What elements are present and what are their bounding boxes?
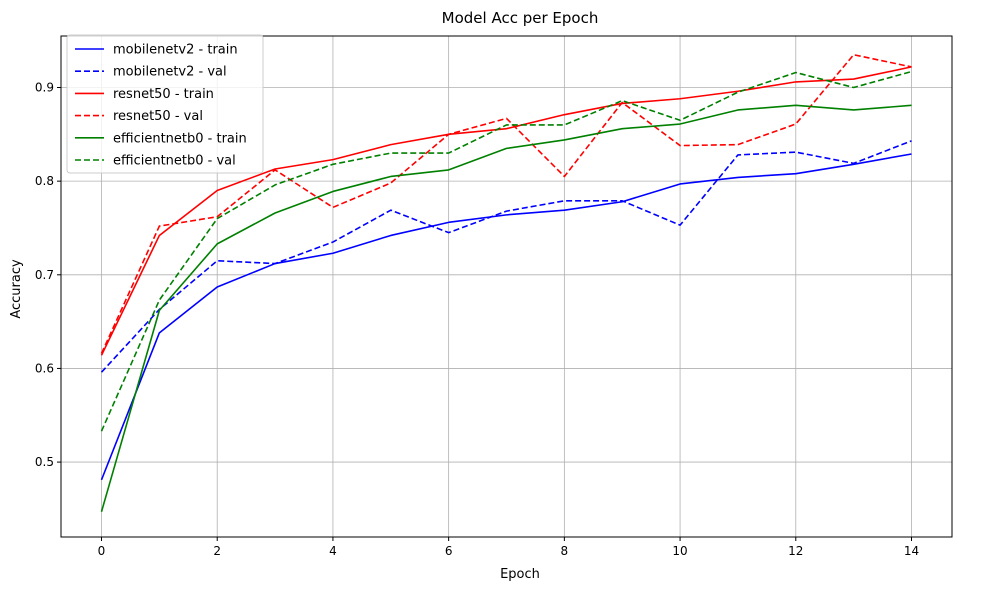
x-tick-label: 8 — [561, 544, 569, 558]
legend-entry-label: efficientnetb0 - train — [113, 131, 247, 146]
legend-entry-label: mobilenetv2 - train — [113, 43, 238, 58]
legend-box — [66, 34, 264, 174]
y-tick-label: 0.9 — [35, 81, 54, 95]
series-line-resnet50-val — [100, 53, 912, 354]
x-axis-label: Epoch — [500, 567, 540, 582]
x-axis-ticks: 0 2 4 6 8 10 12 14 — [98, 537, 919, 558]
legend: mobilenetv2 - train mobilenetv2 - val resn… — [66, 34, 264, 174]
y-axis-ticks: 0.5 0.6 0.7 0.8 0.9 — [35, 81, 61, 469]
y-axis-label: Accuracy — [9, 259, 24, 319]
x-tick-label: 2 — [213, 544, 221, 558]
legend-entry-label: resnet50 - val — [113, 109, 203, 124]
x-tick-label: 0 — [98, 544, 106, 558]
chart-title: Model Acc per Epoch — [442, 9, 599, 27]
legend-entry-label: efficientnetb0 - val — [113, 154, 236, 169]
x-tick-label: 6 — [445, 544, 453, 558]
x-tick-label: 4 — [329, 544, 337, 558]
x-tick-label: 14 — [904, 544, 919, 558]
plot-frame — [60, 35, 953, 538]
series-line-resnet50-train — [100, 66, 912, 356]
x-tick-label: 12 — [788, 544, 803, 558]
y-tick-label: 0.8 — [35, 174, 54, 188]
y-tick-label: 0.7 — [35, 268, 54, 282]
series-line-efficientnetb0-train — [100, 104, 912, 512]
y-tick-label: 0.5 — [35, 455, 54, 469]
series-layer — [100, 53, 912, 512]
series-line-mobilenetv2-train — [100, 153, 912, 481]
legend-entry-label: resnet50 - train — [113, 87, 214, 102]
y-tick-label: 0.6 — [35, 361, 54, 375]
legend-entry-label: mobilenetv2 - val — [113, 65, 227, 80]
series-line-efficientnetb0-val — [100, 70, 912, 432]
x-tick-label: 10 — [672, 544, 687, 558]
series-line-mobilenetv2-val — [100, 140, 912, 373]
